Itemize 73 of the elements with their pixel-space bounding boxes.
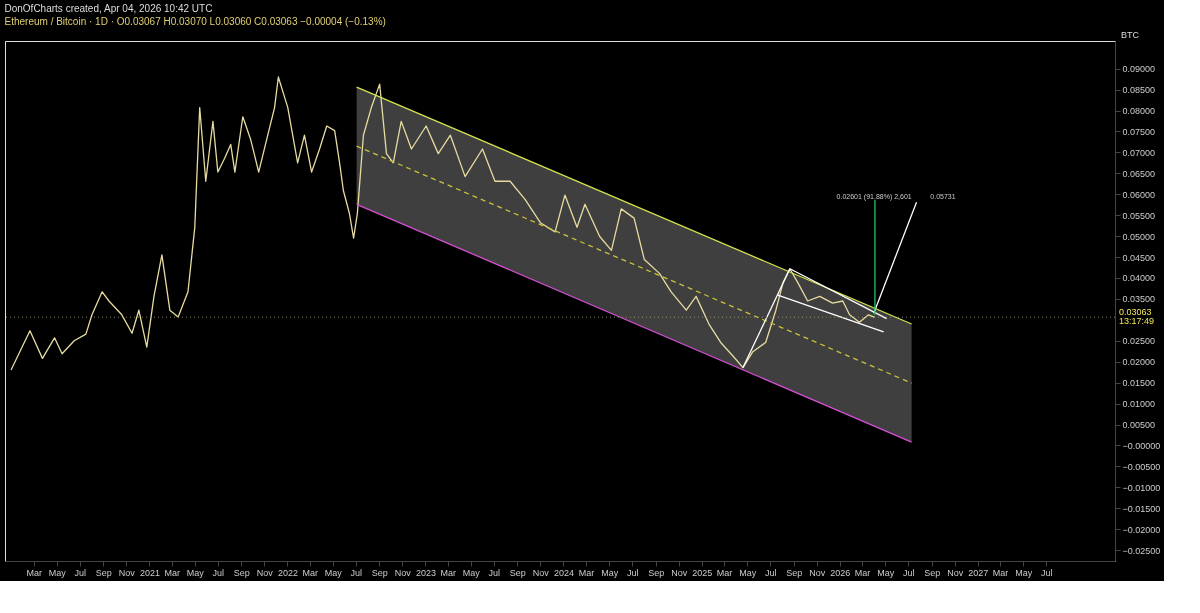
y-tick-label: 0.06000 <box>1122 189 1156 200</box>
y-tick-label: 0.04500 <box>1122 252 1156 263</box>
ref-line-label: 0.03063 <box>1119 307 1152 318</box>
x-tick-label: Nov <box>256 567 274 578</box>
x-tick-label: Mar <box>854 567 871 578</box>
text: 13:17:49 <box>1119 316 1155 327</box>
y-tick-label: 0.05500 <box>1122 210 1156 221</box>
chart-subtitle: Ethereum / Bitcoin · 1D · O0.03067 H0.03070 L0.03060 C0.03063 −0.00004 (−0.13%) <box>4 16 386 27</box>
x-tick-label: Mar <box>164 567 180 578</box>
x-tick-label: Mar <box>578 567 595 578</box>
x-tick-label: Mar <box>992 567 1009 578</box>
x-tick-label: Sep <box>95 567 112 578</box>
x-tick-label: Sep <box>924 567 941 578</box>
x-tick-label: Sep <box>648 567 665 578</box>
y-axis-title: BTC <box>1121 30 1140 40</box>
x-tick-label: May <box>186 567 205 578</box>
x-tick-label: Jul <box>74 567 87 578</box>
y-tick-label: 0.04000 <box>1122 273 1156 284</box>
x-tick-label: 2025 <box>692 567 713 578</box>
x-tick-label: Nov <box>394 567 412 578</box>
x-tick-label: Jul <box>764 567 777 578</box>
y-tick-label: −0.01500 <box>1122 503 1161 514</box>
y-tick-label: −0.00500 <box>1122 461 1161 472</box>
y-tick-label: 0.00500 <box>1122 420 1156 431</box>
x-tick-label: May <box>601 567 619 578</box>
x-tick-label: Jul <box>350 567 363 578</box>
y-tick-label: −0.02000 <box>1122 524 1161 535</box>
y-tick-label: 0.02500 <box>1122 336 1156 347</box>
x-tick-label: May <box>48 567 67 578</box>
x-tick-label: May <box>739 567 757 578</box>
x-tick-label: Jul <box>1040 567 1053 578</box>
x-tick-label: May <box>1015 567 1033 578</box>
x-tick-label: 2023 <box>415 567 436 578</box>
y-tick-label: −0.02500 <box>1122 545 1161 556</box>
x-tick-label: 2024 <box>553 567 574 578</box>
y-tick-label: 0.07000 <box>1122 147 1156 158</box>
y-tick-label: 0.02000 <box>1122 357 1156 368</box>
x-tick-label: Sep <box>786 567 803 578</box>
y-tick-label: 0.09000 <box>1122 64 1156 75</box>
x-tick-label: Jul <box>626 567 639 578</box>
x-tick-label: Jul <box>488 567 501 578</box>
x-tick-label: Nov <box>118 567 136 578</box>
y-tick-label: 0.01500 <box>1122 378 1156 389</box>
y-tick-label: 0.07500 <box>1122 126 1156 137</box>
x-tick-label: Mar <box>440 567 456 578</box>
x-tick-label: May <box>877 567 895 578</box>
x-tick-label: May <box>324 567 343 578</box>
y-tick-label: 0.08500 <box>1122 85 1156 96</box>
x-tick-label: Nov <box>671 567 688 578</box>
x-tick-label: Jul <box>212 567 225 578</box>
x-tick-label: 2027 <box>968 567 989 578</box>
x-tick-label: Mar <box>26 567 42 578</box>
x-tick-label: May <box>462 567 481 578</box>
y-tick-label: −0.01000 <box>1122 482 1161 493</box>
y-tick-label: −0.00000 <box>1122 440 1161 451</box>
x-tick-label: 2022 <box>277 567 298 578</box>
x-tick-label: Nov <box>809 567 826 578</box>
x-tick-label: Sep <box>509 567 526 578</box>
y-tick-label: 0.03500 <box>1122 294 1156 305</box>
y-tick-label: 0.05000 <box>1122 231 1156 242</box>
chart-title: DonOfCharts created, Apr 04, 2026 10:42 UTC <box>4 3 213 14</box>
x-tick-label: Nov <box>532 567 550 578</box>
x-tick-label: Jul <box>902 567 915 578</box>
x-tick-label: 2026 <box>830 567 851 578</box>
x-tick-label: Sep <box>233 567 250 578</box>
x-tick-label: Sep <box>371 567 388 578</box>
x-tick-label: Nov <box>947 567 964 578</box>
y-tick-label: 0.01000 <box>1122 399 1156 410</box>
x-tick-label: Mar <box>302 567 318 578</box>
y-tick-label: 0.08000 <box>1122 106 1156 116</box>
x-tick-label: Mar <box>716 567 733 578</box>
x-tick-label: 2021 <box>139 567 160 578</box>
y-tick-label: 0.06500 <box>1122 168 1156 179</box>
